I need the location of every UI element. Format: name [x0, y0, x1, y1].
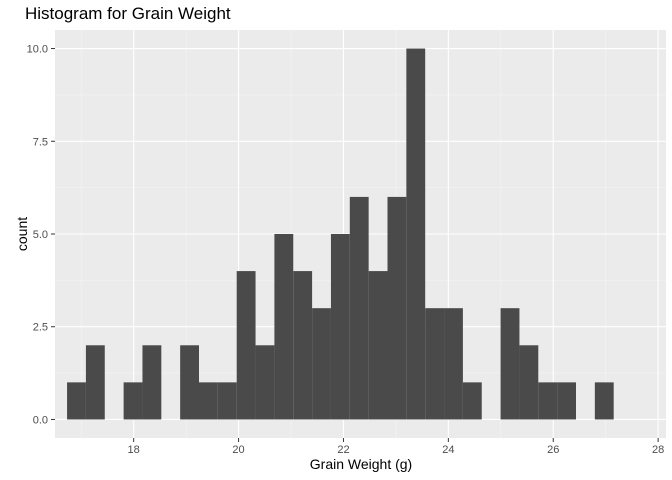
histogram-bar: [444, 308, 463, 420]
histogram-bar: [387, 196, 407, 420]
histogram-bar: [274, 234, 294, 420]
histogram-bar: [199, 382, 218, 420]
x-tick-label: 18: [128, 444, 140, 456]
histogram-bar: [519, 345, 539, 420]
histogram-bar: [312, 308, 331, 420]
histogram-bar: [330, 234, 350, 420]
x-tick-label: 24: [442, 444, 454, 456]
y-tick-label: 2.5: [33, 322, 48, 334]
histogram-bar: [594, 382, 614, 420]
histogram-bar: [538, 382, 558, 420]
y-tick-label: 0.0: [33, 414, 48, 426]
x-tick-label: 28: [652, 444, 664, 456]
chart-title: Histogram for Grain Weight: [25, 4, 231, 23]
histogram-bar: [293, 271, 313, 420]
histogram-bar: [236, 271, 256, 420]
y-tick-label: 7.5: [33, 136, 48, 148]
x-axis: 18 20 22 24 26 28: [128, 438, 664, 456]
histogram-bar: [368, 271, 388, 420]
x-tick-label: 26: [547, 444, 559, 456]
histogram-bar: [180, 345, 200, 420]
histogram-bars: [67, 48, 614, 420]
histogram-bar: [406, 48, 426, 420]
histogram-bar: [142, 345, 162, 420]
y-tick-label: 10.0: [27, 44, 48, 56]
x-tick-label: 20: [232, 444, 244, 456]
histogram-bar: [462, 382, 482, 420]
histogram-bar: [67, 382, 86, 420]
histogram-bar: [425, 308, 445, 420]
x-axis-title: Grain Weight (g): [309, 456, 413, 472]
histogram-bar: [85, 345, 105, 420]
histogram-bar: [557, 382, 576, 420]
histogram-bar: [217, 382, 237, 420]
y-tick-label: 5.0: [33, 229, 48, 241]
y-axis: 0.0 2.5 5.0 7.5 10.0: [27, 44, 55, 426]
y-axis-title: count: [14, 216, 30, 252]
histogram-bar: [123, 382, 143, 420]
histogram-bar: [255, 345, 275, 420]
histogram-bar: [500, 308, 520, 420]
histogram-bar: [349, 196, 369, 420]
x-tick-label: 22: [337, 444, 349, 456]
